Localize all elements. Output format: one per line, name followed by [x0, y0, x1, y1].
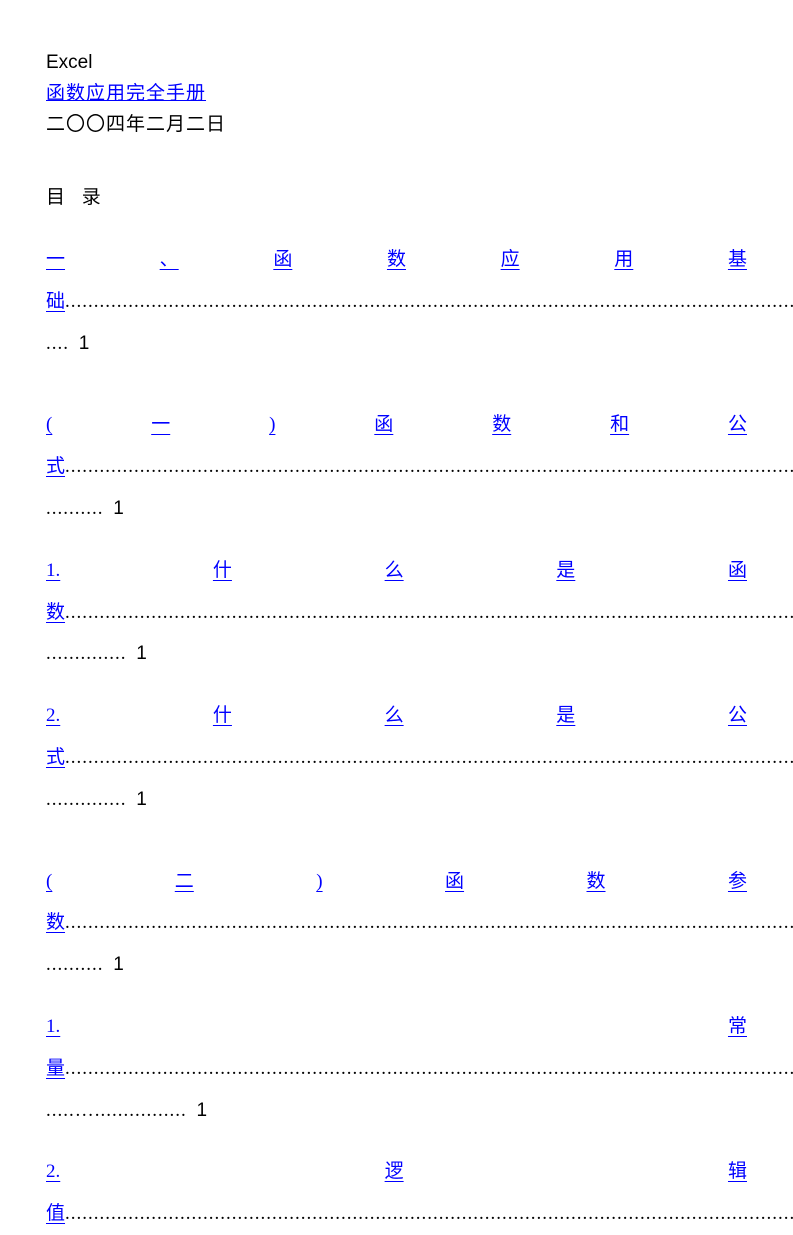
toc-link-tail[interactable]: 量: [46, 1058, 65, 1079]
toc-heading: 目 录: [46, 182, 747, 209]
app-title: Excel: [46, 52, 747, 74]
toc-link[interactable]: (一)函数和公: [46, 404, 747, 446]
toc-entry: (二)函数参数.................................…: [46, 861, 747, 986]
toc-page-number: 1: [197, 1100, 208, 1121]
toc-link[interactable]: 2.逻辑: [46, 1151, 747, 1193]
toc-dots-line: 式.......................................…: [46, 737, 747, 779]
toc-dots-line: 式.......................................…: [46, 446, 747, 488]
toc-link-tail[interactable]: 式: [46, 747, 65, 768]
toc-dots-line: 量.......................................…: [46, 1048, 747, 1090]
toc-page-line: .....…................ 1: [46, 1090, 747, 1132]
toc-entry: 2.逻辑值...................................…: [46, 1151, 747, 1235]
toc-page-line: .... 1: [46, 323, 747, 365]
toc-page-number: 1: [113, 498, 124, 519]
toc-link-tail[interactable]: 数: [46, 912, 65, 933]
doc-date: 二〇〇四年二月二日: [46, 109, 747, 136]
toc-link[interactable]: (二)函数参: [46, 861, 747, 903]
toc-page-line: .......... 1: [46, 944, 747, 986]
toc-entry: 1.常量....................................…: [46, 1006, 747, 1131]
toc-link-tail[interactable]: 值: [46, 1203, 65, 1224]
toc-entry: 2.什么是公式.................................…: [46, 695, 747, 820]
toc-link[interactable]: 1.常: [46, 1006, 747, 1048]
toc-page-line: .............. 1: [46, 779, 747, 821]
toc-page-number: 1: [136, 789, 147, 810]
toc-entry: 1.什么是函数.................................…: [46, 550, 747, 675]
toc-link[interactable]: 一、函数应用基: [46, 239, 747, 281]
toc-dots-line: 数.......................................…: [46, 592, 747, 634]
toc-entry: 一、函数应用基础................................…: [46, 239, 747, 364]
toc-container: 一、函数应用基础................................…: [46, 239, 747, 1235]
toc-page-number: 1: [136, 643, 147, 664]
toc-dots-line: 数.......................................…: [46, 902, 747, 944]
doc-subtitle[interactable]: 函数应用完全手册: [46, 78, 747, 105]
toc-dots-line: 础.......................................…: [46, 281, 747, 323]
toc-link-tail[interactable]: 数: [46, 602, 65, 623]
toc-page-line: .......... 1: [46, 488, 747, 530]
toc-link-tail[interactable]: 式: [46, 456, 65, 477]
toc-dots-line: 值.......................................…: [46, 1193, 747, 1235]
toc-page-number: 1: [113, 954, 124, 975]
document-header: Excel 函数应用完全手册 二〇〇四年二月二日: [46, 52, 747, 136]
toc-link-tail[interactable]: 础: [46, 291, 65, 312]
toc-link[interactable]: 2.什么是公: [46, 695, 747, 737]
toc-entry: (一)函数和公式................................…: [46, 404, 747, 529]
toc-page-line: .............. 1: [46, 633, 747, 675]
toc-link[interactable]: 1.什么是函: [46, 550, 747, 592]
toc-page-number: 1: [79, 333, 90, 354]
